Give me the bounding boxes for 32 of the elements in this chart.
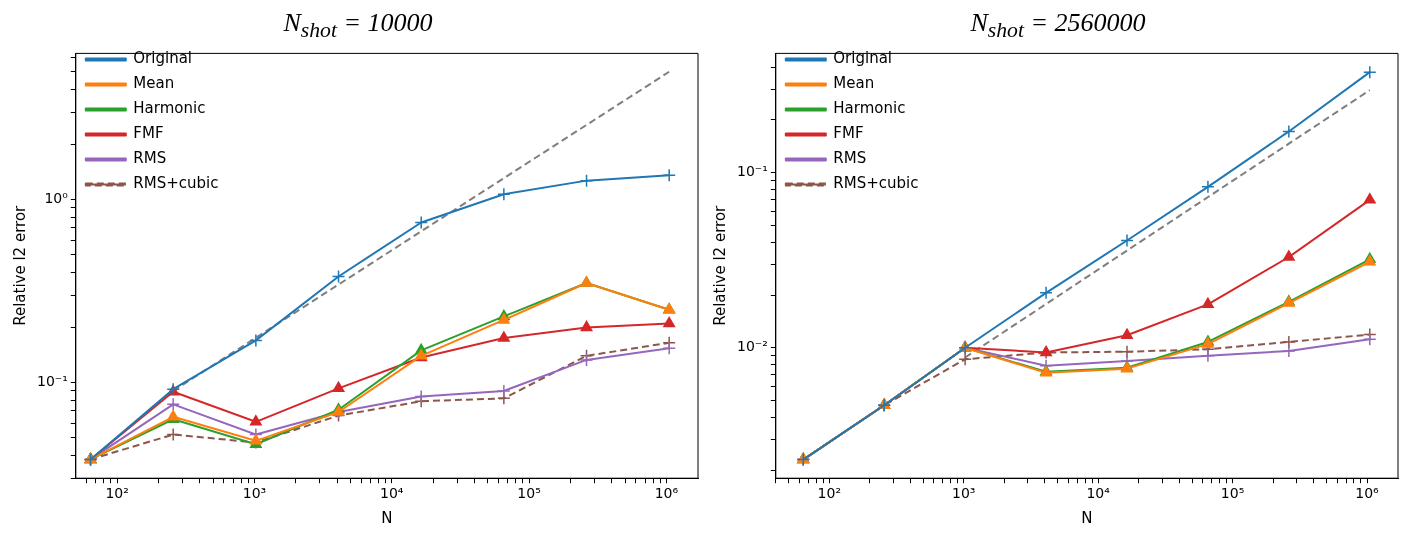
y-tick-label: 10⁻²	[736, 338, 768, 355]
legend-label: RMS	[133, 149, 167, 168]
legend-label: RMS	[833, 149, 867, 168]
legend-label: RMS+cubic	[133, 174, 219, 193]
chart-title: N$_{shot}$ = 10000	[282, 8, 434, 43]
x-tick-label: 10⁵	[1220, 485, 1245, 502]
x-tick-label: 10²	[817, 485, 842, 502]
x-tick-label: 10⁶	[654, 485, 679, 502]
legend-label: Mean	[833, 74, 875, 93]
x-tick-label: 10²	[105, 485, 129, 502]
chart-title: N$_{shot}$ = 2560000	[969, 8, 1147, 43]
legend-label: Original	[833, 49, 893, 68]
x-tick-label: 10⁴	[380, 485, 404, 502]
legend-label: FMF	[833, 124, 864, 143]
y-tick-label: 10⁻¹	[36, 373, 68, 390]
legend-label: RMS+cubic	[833, 174, 919, 193]
x-axis-title: N	[1081, 508, 1093, 527]
x-tick-label: 10⁴	[1086, 485, 1111, 502]
legend-label: Original	[133, 49, 193, 68]
y-axis-title: Relative l2 error	[10, 204, 29, 326]
x-tick-label: 10⁶	[1355, 485, 1380, 502]
legend-label: FMF	[133, 124, 164, 143]
legend-label: Harmonic	[133, 99, 206, 118]
y-tick-label: 10⁻¹	[736, 163, 768, 180]
x-axis-title: N	[381, 508, 393, 527]
y-tick-label: 10⁰	[44, 190, 69, 207]
y-axis-title: Relative l2 error	[710, 204, 729, 326]
x-tick-label: 10⁵	[517, 485, 541, 502]
x-tick-label: 10³	[952, 485, 976, 502]
legend-label: Mean	[133, 74, 175, 93]
x-tick-label: 10³	[242, 485, 267, 502]
legend-label: Harmonic	[833, 99, 906, 118]
